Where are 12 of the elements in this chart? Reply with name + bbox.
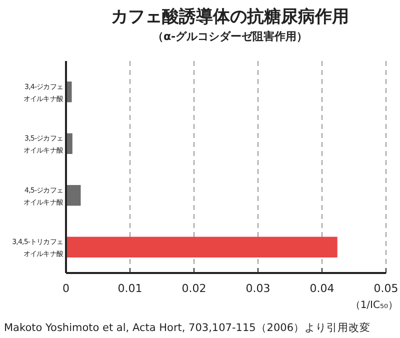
text: Makoto Yoshimoto et al, Acta Hort, 703,107-115（2006）より引用改変	[4, 321, 371, 334]
chart-title: カフェ酸誘導体の抗糖尿病作用	[111, 7, 349, 27]
x-tick-label: 0.05	[374, 282, 398, 295]
x-tick-label: 0	[62, 282, 70, 295]
x-tick-label: 0.04	[310, 282, 334, 295]
x-axis-title: （1/IC₅₀）	[350, 300, 398, 311]
bar	[66, 185, 81, 206]
chart-subtitle: （α-グルコシダーゼ阻害作用）	[152, 30, 308, 43]
bar	[66, 236, 338, 258]
x-tick-label: 0.01	[118, 282, 142, 295]
x-tick-label: 0.03	[246, 282, 270, 295]
x-tick-label: 0.02	[182, 282, 206, 295]
